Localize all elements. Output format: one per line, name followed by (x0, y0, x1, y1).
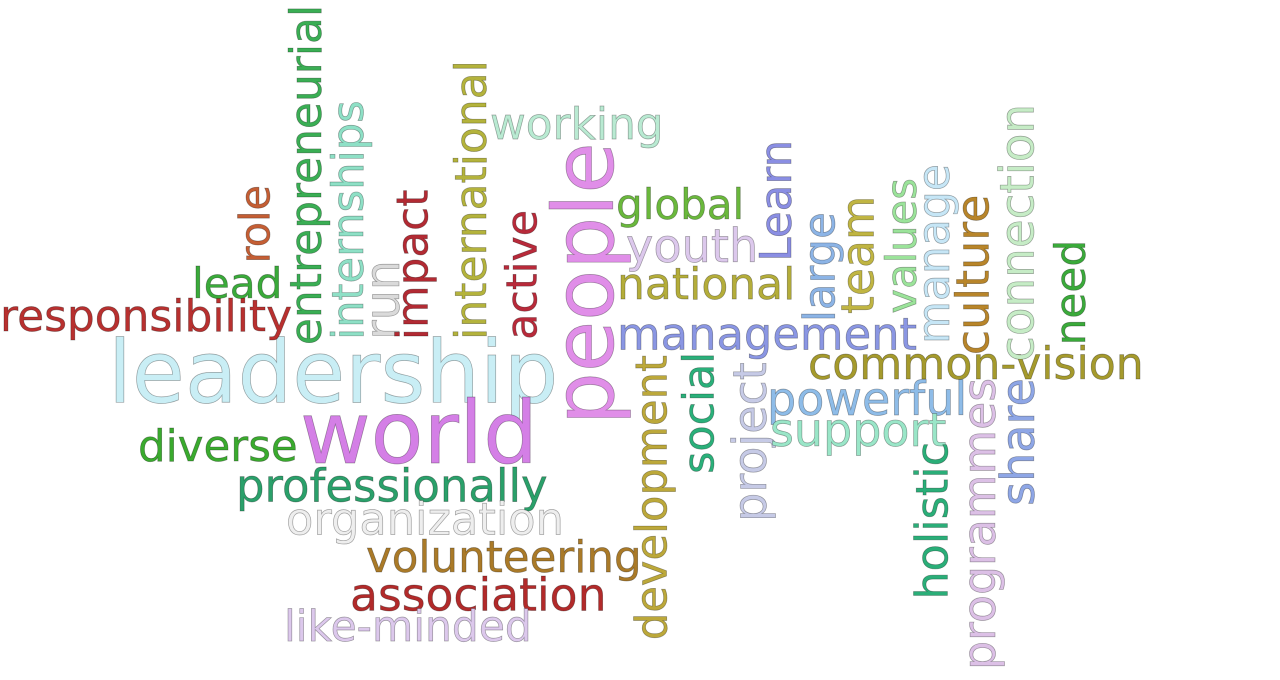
word-role: role (231, 185, 280, 264)
word-volunteering: volunteering (366, 533, 642, 583)
word-powerful: powerful (767, 372, 968, 426)
word-culture: culture (946, 194, 1000, 356)
word-active: active (497, 209, 548, 341)
word-project: project (722, 362, 777, 522)
word-need: need (1046, 239, 1096, 346)
word-impact: impact (387, 189, 439, 341)
word-entrepreneurial: entrepreneurial (281, 4, 333, 346)
word-leadership: leadership (108, 323, 559, 424)
word-learn: Learn (752, 139, 803, 262)
word-support: support (770, 403, 947, 457)
word-responsibility: responsibility (0, 291, 293, 342)
word-connection: connection (991, 103, 1046, 363)
word-national: national (617, 259, 796, 310)
word-team: team (831, 195, 885, 315)
word-development: development (627, 355, 678, 641)
word-management: management (617, 307, 918, 361)
word-international: international (445, 60, 498, 340)
word-share: share (990, 378, 1045, 506)
word-common-vision: common-vision (808, 339, 1144, 390)
word-association: association (350, 568, 607, 622)
word-lead: lead (192, 259, 283, 308)
word-working: working (490, 99, 664, 150)
word-world: world (300, 384, 539, 484)
word-youth: youth (626, 219, 759, 273)
word-global: global (616, 180, 745, 229)
word-holistic: holistic (907, 441, 959, 600)
word-diverse: diverse (138, 422, 298, 472)
word-organization: organization (286, 492, 565, 546)
word-professionally: professionally (236, 459, 548, 513)
word-like-minded: like-minded (284, 602, 533, 651)
word-social: social (674, 351, 725, 475)
word-people: people (536, 142, 634, 426)
